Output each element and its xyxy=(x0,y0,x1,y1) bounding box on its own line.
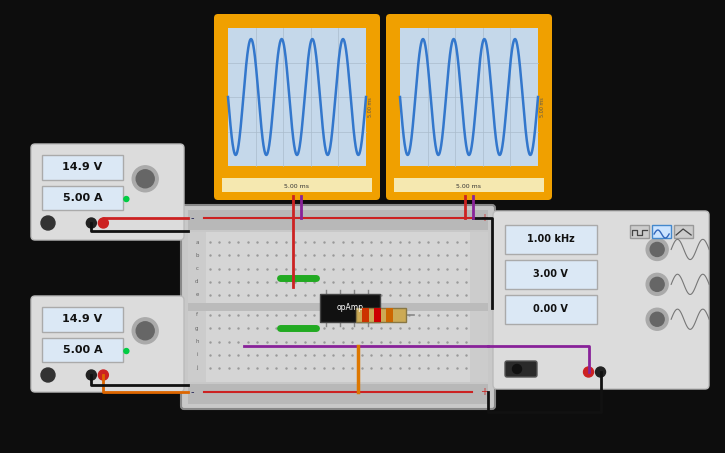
Text: 14.9 V: 14.9 V xyxy=(62,314,103,324)
Bar xyxy=(188,303,488,311)
Bar xyxy=(630,225,649,238)
FancyBboxPatch shape xyxy=(31,296,184,392)
Bar xyxy=(228,28,366,166)
Text: -: - xyxy=(190,387,194,397)
Bar xyxy=(470,232,488,382)
Circle shape xyxy=(513,365,521,374)
Text: g: g xyxy=(195,326,199,331)
Bar xyxy=(188,232,206,382)
Circle shape xyxy=(650,312,664,326)
Circle shape xyxy=(41,368,55,382)
Text: +: + xyxy=(480,213,488,223)
Text: a: a xyxy=(195,240,199,245)
FancyBboxPatch shape xyxy=(505,361,537,377)
Circle shape xyxy=(124,197,129,202)
Text: 1.00 kHz: 1.00 kHz xyxy=(527,235,575,245)
Bar xyxy=(374,308,381,322)
FancyBboxPatch shape xyxy=(31,144,184,240)
Circle shape xyxy=(86,370,96,380)
Bar xyxy=(188,384,488,404)
Circle shape xyxy=(99,370,108,380)
Circle shape xyxy=(132,318,158,344)
Bar xyxy=(320,294,380,322)
Circle shape xyxy=(99,218,108,228)
Bar xyxy=(42,155,123,180)
Bar xyxy=(674,225,693,238)
Text: 5.00 ms: 5.00 ms xyxy=(541,97,545,117)
Circle shape xyxy=(646,238,668,260)
FancyBboxPatch shape xyxy=(214,14,380,200)
Text: 5.00 ms: 5.00 ms xyxy=(457,183,481,188)
Text: 5.00 ms: 5.00 ms xyxy=(284,183,310,188)
Text: i: i xyxy=(196,352,198,357)
Circle shape xyxy=(136,170,154,188)
Circle shape xyxy=(136,322,154,340)
FancyBboxPatch shape xyxy=(386,14,552,200)
Circle shape xyxy=(124,348,129,353)
Bar xyxy=(188,232,488,382)
Circle shape xyxy=(646,308,668,330)
Text: e: e xyxy=(195,293,199,298)
Circle shape xyxy=(650,242,664,256)
Bar xyxy=(188,210,488,230)
Bar xyxy=(386,308,393,322)
Text: 3.00 V: 3.00 V xyxy=(534,270,568,280)
Circle shape xyxy=(86,218,96,228)
Text: h: h xyxy=(195,339,199,344)
Bar xyxy=(42,337,123,362)
Bar xyxy=(400,28,538,166)
Bar xyxy=(505,225,597,254)
Bar xyxy=(222,178,372,192)
Bar xyxy=(356,308,406,322)
Bar xyxy=(362,308,369,322)
Text: +: + xyxy=(480,387,488,397)
FancyBboxPatch shape xyxy=(181,205,495,409)
Text: d: d xyxy=(195,279,199,284)
Circle shape xyxy=(132,166,158,192)
Text: 5.00 A: 5.00 A xyxy=(63,193,102,203)
Circle shape xyxy=(584,367,594,377)
Text: c: c xyxy=(196,266,199,271)
Bar xyxy=(505,260,597,289)
Bar xyxy=(394,178,544,192)
Text: 0.00 V: 0.00 V xyxy=(534,304,568,314)
Circle shape xyxy=(646,273,668,295)
Text: -: - xyxy=(190,213,194,223)
Bar xyxy=(42,307,123,332)
Text: f: f xyxy=(196,313,198,318)
Text: 5.00 ms: 5.00 ms xyxy=(368,97,373,117)
Text: 5.00 A: 5.00 A xyxy=(63,345,102,355)
Circle shape xyxy=(41,216,55,230)
Text: j: j xyxy=(196,366,198,371)
Bar xyxy=(42,186,123,210)
Circle shape xyxy=(595,367,605,377)
FancyBboxPatch shape xyxy=(493,211,709,389)
Text: b: b xyxy=(195,253,199,258)
Bar xyxy=(505,295,597,324)
Text: opAmp: opAmp xyxy=(336,304,363,313)
Bar xyxy=(652,225,671,238)
Text: 14.9 V: 14.9 V xyxy=(62,162,103,172)
Circle shape xyxy=(650,277,664,291)
